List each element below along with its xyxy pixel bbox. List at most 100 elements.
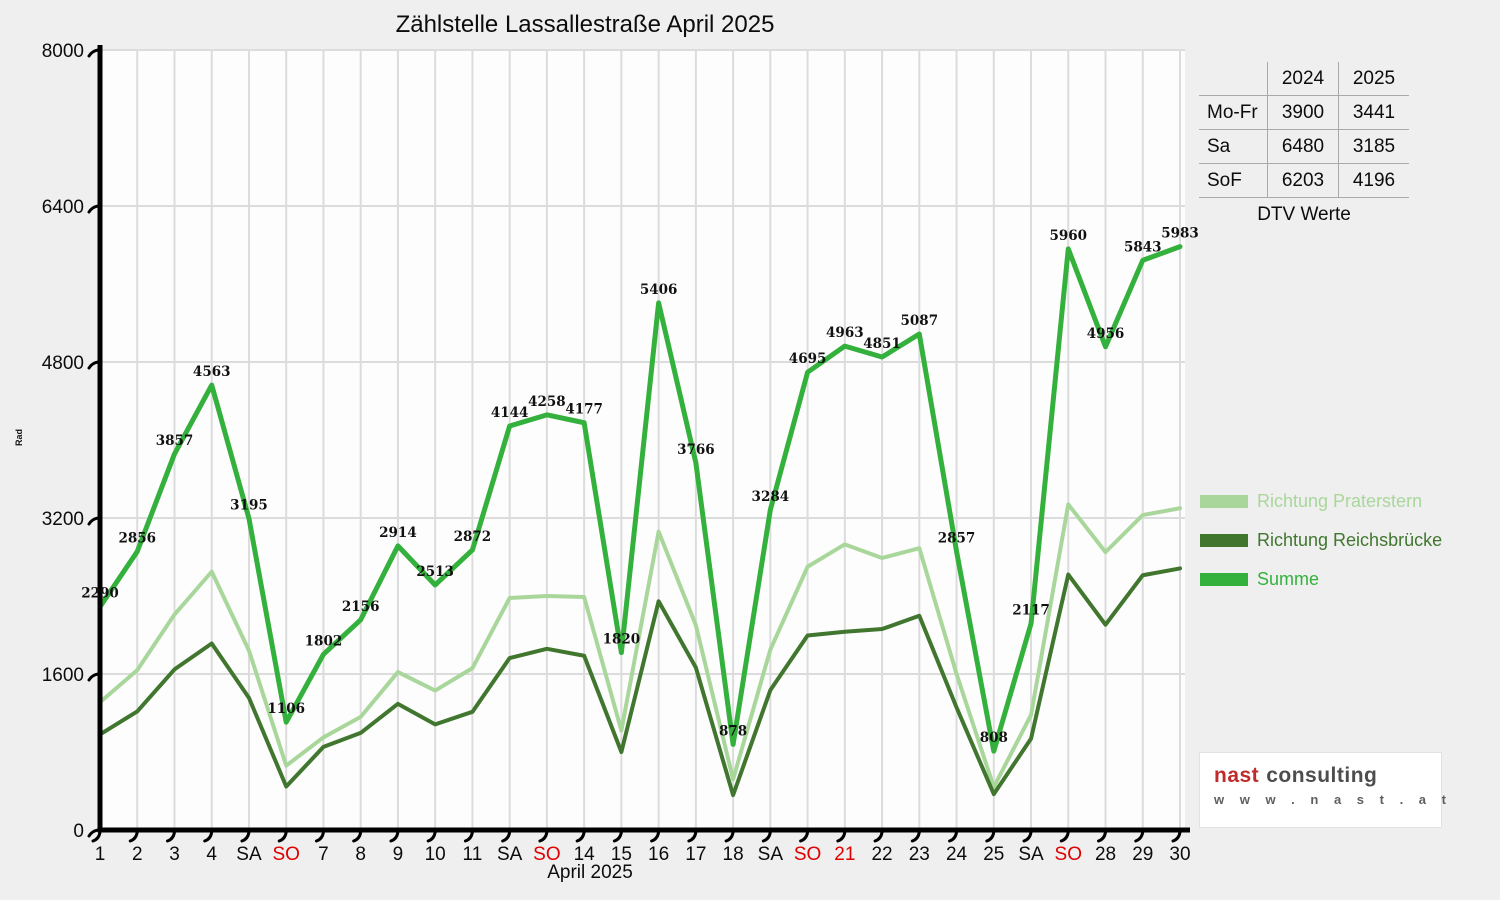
x-axis-labels: 1 2 3 4 SA SO 7 8 9 10 11 SA SO 14 15 16 17 18 SA SO 21 22 23 2… — [95, 844, 1191, 865]
svg-text:1820: 1820 — [603, 632, 641, 648]
legend-swatch-praterstern — [1200, 494, 1248, 508]
svg-text:4800: 4800 — [42, 353, 84, 374]
svg-text:6400: 6400 — [42, 197, 84, 218]
svg-text:4963: 4963 — [826, 325, 864, 341]
svg-text:SA: SA — [758, 844, 784, 865]
svg-text:2: 2 — [132, 844, 143, 865]
x-axis-title: April 2025 — [547, 862, 633, 883]
table-cell: 3441 — [1338, 95, 1409, 130]
svg-text:5983: 5983 — [1161, 226, 1199, 242]
svg-text:SA: SA — [236, 844, 262, 865]
svg-text:3: 3 — [169, 844, 180, 865]
svg-text:3200: 3200 — [42, 509, 84, 530]
svg-text:1802: 1802 — [305, 633, 343, 649]
svg-text:5406: 5406 — [640, 282, 678, 298]
svg-text:2156: 2156 — [342, 599, 380, 615]
legend-label: Richtung Praterstern — [1257, 490, 1423, 511]
legend-item-reichsbruecke: Richtung Reichsbrücke — [1200, 529, 1443, 550]
svg-text:2857: 2857 — [938, 530, 976, 546]
gridlines — [100, 49, 1185, 830]
table-cell: 6480 — [1267, 129, 1339, 164]
svg-text:4695: 4695 — [789, 351, 827, 367]
y-axis-labels: 0 1600 3200 4800 6400 8000 — [42, 41, 84, 842]
legend-item-summe: Summe — [1200, 568, 1442, 589]
svg-text:1600: 1600 — [42, 665, 84, 686]
table-caption: DTV Werte — [1257, 204, 1351, 225]
table-cell: 3900 — [1267, 95, 1339, 130]
chart-legend: Richtung Praterstern Richtung Reichsbrüc… — [1200, 490, 1443, 609]
series-reichsbruecke — [98, 566, 1182, 798]
svg-text:5843: 5843 — [1124, 239, 1162, 255]
svg-text:9: 9 — [393, 844, 404, 865]
table-row: SoF 6203 4196 — [1199, 163, 1409, 198]
svg-text:24: 24 — [946, 844, 968, 865]
table-row-label: Mo-Fr — [1199, 95, 1268, 130]
svg-text:0: 0 — [73, 821, 84, 842]
axes — [97, 45, 1190, 833]
svg-text:11: 11 — [463, 844, 483, 865]
svg-text:2914: 2914 — [379, 525, 417, 541]
svg-text:15: 15 — [611, 844, 632, 865]
svg-text:8000: 8000 — [42, 41, 84, 62]
svg-text:4144: 4144 — [491, 405, 529, 421]
svg-text:5087: 5087 — [901, 313, 939, 329]
svg-text:SA: SA — [497, 844, 523, 865]
summe-value-labels: 2290 2856 3857 4563 3195 1106 1802 2156 2914 2513… — [81, 226, 1199, 747]
legend-swatch-reichsbruecke — [1200, 533, 1248, 547]
svg-text:SO: SO — [1055, 844, 1082, 865]
svg-text:878: 878 — [719, 723, 747, 739]
logo-brand-gray: consulting — [1266, 764, 1378, 787]
series-praterstern — [98, 502, 1182, 790]
svg-text:2856: 2856 — [118, 531, 156, 547]
svg-text:29: 29 — [1132, 844, 1153, 865]
svg-text:SA: SA — [1018, 844, 1044, 865]
svg-text:8: 8 — [355, 844, 366, 865]
svg-text:3284: 3284 — [752, 489, 790, 505]
svg-text:18: 18 — [723, 844, 744, 865]
svg-text:3766: 3766 — [677, 442, 715, 458]
table-row: Mo-Fr 3900 3441 — [1199, 95, 1409, 130]
tick-marks — [87, 48, 1182, 843]
table-row-label: Sa — [1199, 129, 1268, 164]
legend-item-praterstern: Richtung Praterstern — [1200, 490, 1442, 511]
svg-text:2117: 2117 — [1012, 603, 1050, 619]
svg-text:SO: SO — [794, 844, 821, 865]
svg-text:22: 22 — [871, 844, 892, 865]
table-header-row: 2024 2025 — [1199, 62, 1409, 96]
svg-text:30: 30 — [1169, 844, 1190, 865]
svg-text:808: 808 — [980, 730, 1008, 746]
svg-text:1: 1 — [95, 844, 106, 865]
svg-text:4: 4 — [206, 844, 217, 865]
svg-text:4258: 4258 — [528, 394, 566, 410]
svg-text:SO: SO — [272, 844, 299, 865]
svg-text:28: 28 — [1095, 844, 1116, 865]
legend-label: Summe — [1257, 568, 1320, 589]
svg-text:25: 25 — [983, 844, 1004, 865]
svg-text:4956: 4956 — [1087, 326, 1125, 342]
svg-text:2872: 2872 — [454, 529, 492, 545]
svg-text:4851: 4851 — [863, 336, 901, 352]
table-cell — [1199, 62, 1268, 96]
svg-text:5960: 5960 — [1049, 228, 1087, 244]
table-col-header-2024: 2024 — [1267, 62, 1339, 96]
series-summe — [97, 244, 1183, 754]
dtv-table: 2024 2025 Mo-Fr 3900 3441 Sa 6480 3185 S… — [1199, 62, 1409, 226]
svg-text:16: 16 — [648, 844, 669, 865]
chart-title: Zählstelle Lassallestraße April 2025 — [395, 11, 775, 38]
svg-text:21: 21 — [834, 844, 855, 865]
legend-swatch-summe — [1200, 572, 1248, 586]
svg-text:2513: 2513 — [416, 564, 454, 580]
logo-url: w w w . n a s t . a t — [1214, 792, 1452, 807]
svg-text:17: 17 — [685, 844, 706, 865]
svg-text:7: 7 — [318, 844, 329, 865]
svg-text:2290: 2290 — [81, 586, 119, 602]
svg-text:3857: 3857 — [156, 433, 194, 449]
table-row: Sa 6480 3185 — [1199, 129, 1409, 164]
legend-label: Richtung Reichsbrücke — [1257, 529, 1443, 550]
svg-text:14: 14 — [574, 844, 596, 865]
table-cell: 4196 — [1338, 163, 1409, 198]
y-axis-title: Rad — [14, 429, 24, 446]
svg-text:4563: 4563 — [193, 364, 231, 380]
table-cell: 6203 — [1267, 163, 1339, 198]
